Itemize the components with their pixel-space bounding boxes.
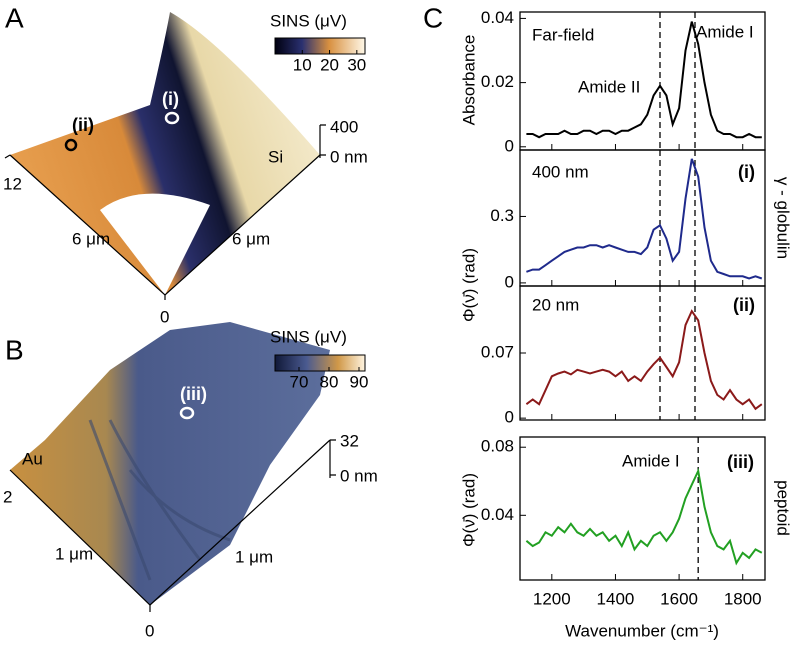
- marker-i: [164, 111, 180, 125]
- spectrum-line: [525, 467, 763, 566]
- side-label: peptoid: [774, 480, 793, 536]
- annotation: Amide II: [578, 77, 640, 96]
- z-label: 0 nm: [340, 466, 378, 485]
- marker-label: (ii): [72, 115, 94, 135]
- z-label: 0 nm: [330, 147, 368, 166]
- y-tick-label: 0.04: [481, 8, 514, 27]
- x-tick-label: 1400: [597, 589, 635, 608]
- axis-label: 1 μm: [235, 547, 273, 566]
- colorbar-title: SINS (μV): [270, 327, 347, 346]
- spectrum-line: [526, 158, 763, 280]
- y-tick-label: 0: [505, 136, 514, 155]
- panel-label: 20 nm: [532, 295, 579, 314]
- colorbar-tick-label: 30: [347, 55, 366, 74]
- panel-letter: A: [5, 2, 24, 33]
- y-tick-label: 0: [505, 272, 514, 291]
- marker-ii: [64, 138, 78, 152]
- panel-label: Far-field: [532, 25, 594, 44]
- colorbar-tick-label: 10: [293, 55, 312, 74]
- panel-a: [4, 12, 366, 300]
- surface-b-ridges: [88, 419, 231, 581]
- plot-frame: [519, 436, 766, 581]
- spectrum-line: [525, 309, 763, 411]
- y-tick-label: 0.04: [481, 505, 514, 524]
- panel-tag: (iii): [727, 452, 754, 472]
- annotation: Amide I: [622, 451, 680, 470]
- axis-label: 6 μm: [232, 229, 270, 248]
- axis-a-ticks: [4, 124, 326, 300]
- x-tick-label: 1600: [660, 589, 698, 608]
- colorbar-tick-label: 20: [320, 55, 339, 74]
- y-axis-label: Φ(ν̄) (rad): [459, 248, 478, 322]
- marker-label: (i): [162, 89, 179, 109]
- colorbar-title: SINS (μV): [270, 11, 347, 30]
- region-label: Si: [268, 147, 283, 166]
- colorbar-tick-label: 90: [350, 372, 369, 391]
- panel-letter: C: [423, 2, 443, 33]
- z-label: 400: [330, 117, 358, 136]
- axis-label: 1 μm: [55, 544, 93, 563]
- x-axis-label: Wavenumber (cm⁻¹): [565, 621, 719, 640]
- y-tick-label: 0.3: [490, 206, 514, 225]
- x-tick-label: 1200: [533, 589, 571, 608]
- colorbar-tick-label: 80: [320, 372, 339, 391]
- x-tick-label: 1800: [724, 589, 762, 608]
- axis-label: 2: [3, 487, 12, 506]
- colorbar-b: [274, 354, 366, 372]
- panel-tag: (ii): [733, 295, 755, 315]
- panel-b: [9, 322, 366, 612]
- y-tick-label: 0.07: [481, 342, 514, 361]
- marker-label: (iii): [180, 384, 207, 404]
- y-axis-label: Φ(ν̄) (rad): [459, 473, 478, 547]
- axis-b-ticks: [149, 439, 336, 612]
- annotation: Amide I: [696, 22, 754, 41]
- colorbar-a: [274, 37, 366, 55]
- surface-b: [10, 322, 330, 605]
- y-tick-label: 0: [505, 408, 514, 427]
- spectrum-line: [526, 21, 762, 139]
- z-label: 32: [340, 431, 359, 450]
- panel-label: 400 nm: [532, 162, 589, 181]
- side-label: γ - globulin: [774, 177, 793, 259]
- region-label: Au: [22, 449, 43, 468]
- axis-label: 12: [3, 174, 22, 193]
- labels: A SINS (μV) (i) (ii) Si 400 0 nm 12 6 μm…: [3, 2, 793, 640]
- colorbar-tick-label: 70: [290, 372, 309, 391]
- axis-label: 0: [145, 621, 154, 640]
- axis-label: 6 μm: [72, 229, 110, 248]
- panel-letter: B: [5, 334, 24, 365]
- y-axis-label: Absorbance: [459, 35, 478, 126]
- surface-a-cut: [100, 193, 210, 295]
- marker-iii: [179, 406, 195, 420]
- y-tick-label: 0.02: [481, 72, 514, 91]
- axis-label: 0: [160, 307, 169, 326]
- panel-tag: (i): [738, 162, 755, 182]
- y-tick-label: 0.08: [481, 437, 514, 456]
